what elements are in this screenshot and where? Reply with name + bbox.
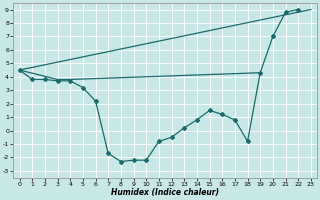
X-axis label: Humidex (Indice chaleur): Humidex (Indice chaleur)	[111, 188, 219, 197]
